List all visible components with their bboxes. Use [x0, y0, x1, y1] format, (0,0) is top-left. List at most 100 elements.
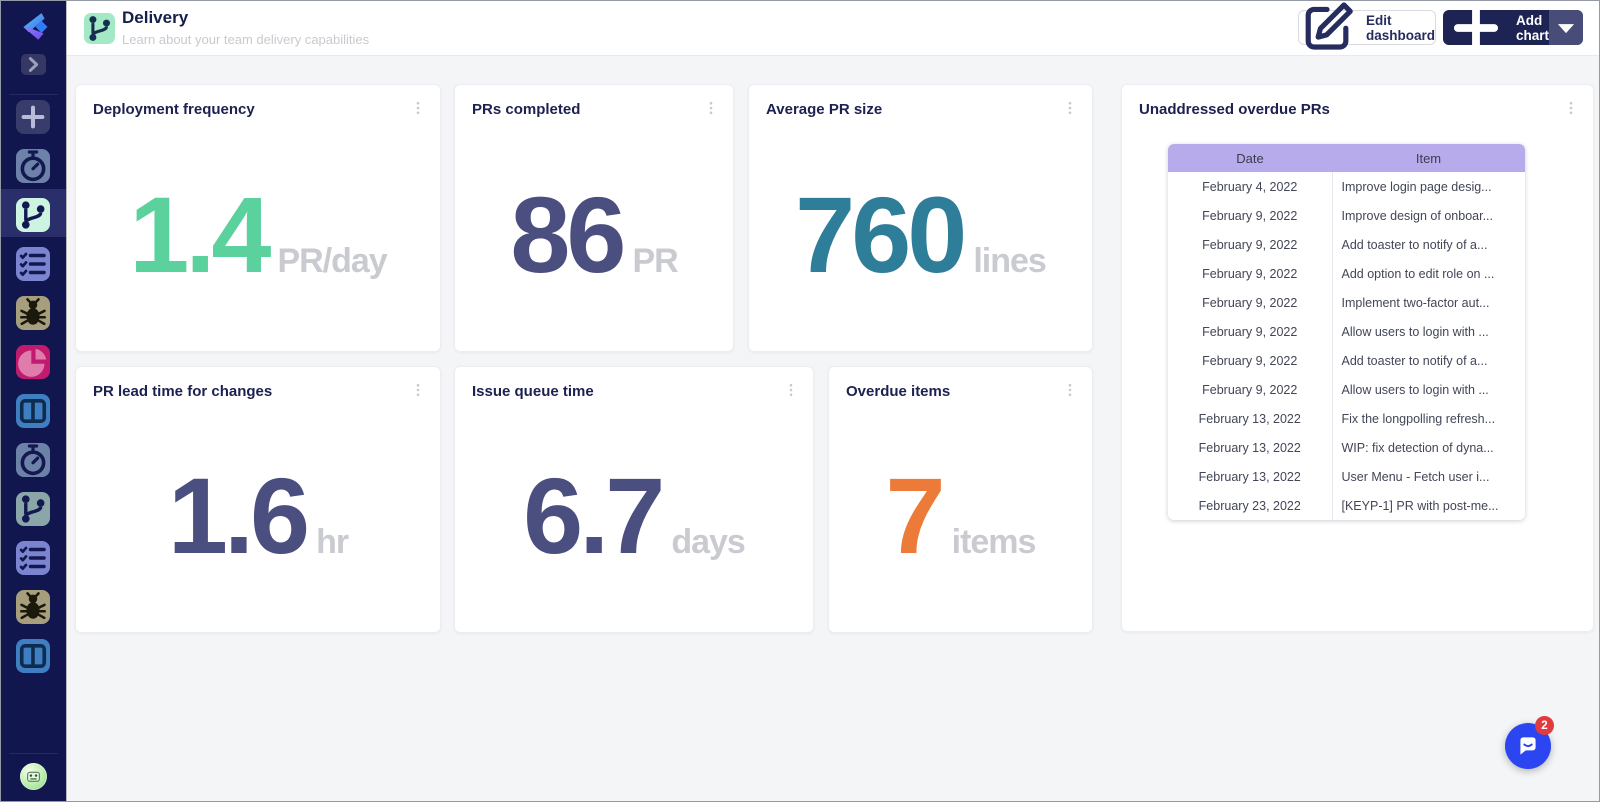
date-cell: February 9, 2022 [1168, 317, 1333, 346]
table-row[interactable]: February 9, 2022 Add toaster to notify of… [1168, 346, 1525, 375]
date-cell: February 9, 2022 [1168, 230, 1333, 259]
page-subtitle: Learn about your team delivery capabilit… [122, 32, 370, 47]
metric-value: 6.7 [523, 455, 665, 576]
table-header-row: Date Item [1168, 144, 1525, 172]
item-cell: Improve design of onboar... [1341, 208, 1493, 223]
edit-pencil-icon [1299, 1, 1358, 57]
item-cell: Add option to edit role on ... [1341, 266, 1495, 281]
card-menu-kebab-icon[interactable] [1563, 100, 1579, 116]
metric-value: 760 [795, 173, 967, 295]
app-logo[interactable] [16, 11, 50, 45]
sidebar-divider [9, 94, 58, 95]
card-deployment-frequency: Deployment frequency 1.4 PR/day [75, 84, 441, 352]
add-chart-button-group: Add chart [1443, 10, 1583, 45]
caret-down-icon [1549, 11, 1583, 45]
sidebar-item-1-stopwatch-icon[interactable] [16, 149, 50, 183]
item-cell: Allow users to login with ... [1341, 382, 1489, 397]
table-row[interactable]: February 23, 2022 [KEYP-1] PR with post-m… [1168, 491, 1525, 520]
date-cell: February 13, 2022 [1168, 433, 1333, 462]
card-menu-kebab-icon[interactable] [410, 382, 426, 398]
plus-icon [1443, 10, 1509, 45]
sidebar-item-11-board-icon[interactable] [16, 639, 50, 673]
metric-value: 7 [885, 455, 946, 576]
item-cell: Fix the longpolling refresh... [1341, 411, 1496, 426]
metric-unit: items [951, 523, 1037, 561]
card-title: Unaddressed overdue PRs [1139, 101, 1330, 118]
card-overdue-items: Overdue items 7 items [828, 366, 1093, 633]
card-menu-kebab-icon[interactable] [1062, 100, 1078, 116]
sidebar-item-6-board-icon[interactable] [16, 394, 50, 428]
date-cell: February 9, 2022 [1168, 346, 1333, 375]
sidebar-item-2-git-branch-icon[interactable] [16, 198, 50, 232]
add-chart-label: Add chart [1515, 12, 1549, 43]
metric-unit: PR/day [277, 241, 387, 280]
page-title: Delivery [122, 8, 189, 27]
edit-dashboard-button[interactable]: Edit dashboard [1298, 2, 1436, 50]
metric-unit: days [671, 523, 745, 561]
sidebar-bottom-divider [9, 753, 58, 754]
table-row[interactable]: February 9, 2022 Implement two-factor aut… [1168, 288, 1525, 317]
table-row[interactable]: February 4, 2022 Improve login page desig… [1168, 172, 1525, 201]
table-row[interactable]: February 13, 2022 User Menu - Fetch user … [1168, 462, 1525, 491]
sidebar [1, 1, 66, 801]
table-row[interactable]: February 9, 2022 Add toaster to notify of… [1168, 230, 1525, 259]
add-chart-button[interactable]: Add chart [1443, 10, 1549, 45]
card-menu-kebab-icon[interactable] [703, 100, 719, 116]
add-chart-dropdown-button[interactable] [1549, 10, 1583, 45]
git-branch-icon [84, 13, 115, 44]
chat-bubble-icon [1520, 737, 1536, 755]
edit-dashboard-label: Edit dashboard [1365, 12, 1435, 43]
item-cell: Add toaster to notify of a... [1341, 237, 1488, 252]
card-title: Deployment frequency [93, 101, 255, 118]
sidebar-item-5-pie-chart-icon[interactable] [16, 345, 50, 379]
sidebar-item-10-bug-icon[interactable] [16, 590, 50, 624]
item-cell: Improve login page desig... [1341, 179, 1492, 194]
card-title: PRs completed [472, 101, 581, 118]
sidebar-expand-button[interactable] [21, 54, 46, 75]
table-row[interactable]: February 13, 2022 WIP: fix detection of d… [1168, 433, 1525, 462]
dashboard-icon-tile [84, 13, 115, 44]
date-cell: February 23, 2022 [1168, 491, 1333, 520]
table-row[interactable]: February 9, 2022 Allow users to login wit… [1168, 317, 1525, 346]
table-row[interactable]: February 13, 2022 Fix the longpolling ref… [1168, 404, 1525, 433]
sidebar-item-8-git-branch-icon[interactable] [16, 492, 50, 526]
item-cell: Allow users to login with ... [1341, 324, 1489, 339]
date-cell: February 9, 2022 [1168, 375, 1333, 404]
page-header: Delivery Learn about your team delivery … [66, 1, 1599, 56]
card-issue-queue-time: Issue queue time 6.7 days [454, 366, 814, 633]
date-cell: February 13, 2022 [1168, 404, 1333, 433]
sidebar-item-9-checklist-icon[interactable] [16, 541, 50, 575]
date-cell: February 13, 2022 [1168, 462, 1333, 491]
item-cell: Add toaster to notify of a... [1341, 353, 1488, 368]
card-title: Issue queue time [472, 383, 594, 400]
card-title: Overdue items [846, 383, 951, 400]
item-cell: WIP: fix detection of dyna... [1341, 440, 1494, 455]
sidebar-item-7-stopwatch-icon[interactable] [16, 443, 50, 477]
user-avatar[interactable] [20, 763, 47, 790]
sidebar-item-4-bug-icon[interactable] [16, 296, 50, 330]
table-row[interactable]: February 9, 2022 Improve design of onboar… [1168, 201, 1525, 230]
card-title: Average PR size [766, 101, 883, 118]
table-row[interactable]: February 9, 2022 Allow users to login wit… [1168, 375, 1525, 404]
card-menu-kebab-icon[interactable] [783, 382, 799, 398]
overdue-table-body: February 4, 2022 Improve login page desig… [1168, 172, 1525, 520]
date-cell: February 9, 2022 [1168, 259, 1333, 288]
table-row[interactable]: February 9, 2022 Add option to edit role … [1168, 259, 1525, 288]
metric-value: 1.4 [129, 173, 271, 295]
card-unaddressed-overdue-prs: Unaddressed overdue PRs Date Item Februa… [1121, 84, 1594, 632]
item-cell: Implement two-factor aut... [1341, 295, 1490, 310]
card-prs-completed: PRs completed 86 PR [454, 84, 734, 352]
date-cell: February 9, 2022 [1168, 201, 1333, 230]
metric-unit: hr [316, 523, 349, 561]
card-average-pr-size: Average PR size 760 lines [748, 84, 1093, 352]
overdue-prs-table: Date Item February 4, 2022 Improve login … [1168, 144, 1525, 520]
date-cell: February 4, 2022 [1168, 172, 1333, 201]
sidebar-item-0-plus-icon[interactable] [16, 100, 50, 134]
card-menu-kebab-icon[interactable] [410, 100, 426, 116]
chat-unread-badge: 2 [1535, 716, 1554, 735]
metric-value: 1.6 [167, 455, 310, 576]
logo-icon [23, 13, 48, 40]
card-menu-kebab-icon[interactable] [1062, 382, 1078, 398]
metric-unit: PR [632, 241, 678, 280]
sidebar-item-3-checklist-icon[interactable] [16, 247, 50, 281]
